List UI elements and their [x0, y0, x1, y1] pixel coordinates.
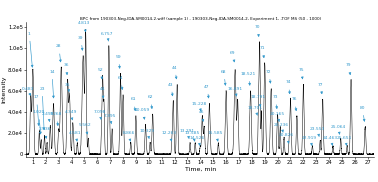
Text: 76: 76	[292, 97, 297, 111]
Text: 73: 73	[273, 95, 278, 108]
Text: 24.463: 24.463	[322, 136, 338, 145]
Text: 25.651: 25.651	[337, 136, 352, 145]
Text: 4.581: 4.581	[69, 131, 81, 141]
Text: 79: 79	[346, 64, 352, 75]
Text: 39: 39	[78, 36, 84, 50]
Text: 23: 23	[39, 87, 45, 130]
Text: 8.866: 8.866	[122, 131, 135, 141]
Text: 61: 61	[131, 97, 136, 111]
Text: 69: 69	[230, 51, 235, 62]
Text: 4.813: 4.813	[78, 21, 90, 32]
Text: 1.020: 1.020	[33, 110, 45, 134]
Text: 64: 64	[118, 76, 124, 89]
Text: 2.499: 2.499	[42, 112, 54, 122]
Text: 52: 52	[98, 68, 104, 79]
Text: 20.165: 20.165	[270, 112, 285, 122]
Text: 7.395: 7.395	[104, 114, 116, 124]
Text: 43: 43	[168, 82, 174, 96]
Text: 44: 44	[99, 87, 105, 98]
Text: 15.585: 15.585	[208, 131, 223, 141]
Text: 36: 36	[64, 64, 69, 75]
Text: 10.059: 10.059	[135, 108, 150, 119]
Y-axis label: Intensity: Intensity	[2, 75, 6, 103]
Text: 17: 17	[34, 95, 40, 125]
Text: 59: 59	[115, 55, 121, 68]
Text: 74: 74	[285, 80, 291, 94]
Text: 13.291: 13.291	[180, 129, 195, 139]
Text: 6.757: 6.757	[101, 32, 114, 41]
Text: 5.562: 5.562	[79, 123, 92, 134]
Text: 20.236: 20.236	[274, 123, 289, 132]
Text: 35: 35	[65, 82, 71, 92]
Text: 77: 77	[318, 82, 323, 94]
Text: 70: 70	[254, 25, 260, 36]
Text: 3.268: 3.268	[50, 112, 62, 126]
Text: 4.349: 4.349	[64, 110, 77, 120]
Text: 47: 47	[204, 85, 210, 98]
Text: 18.521: 18.521	[241, 72, 256, 85]
Text: 22.919: 22.919	[302, 136, 317, 145]
Text: 12.263: 12.263	[162, 131, 177, 141]
Text: 15.228: 15.228	[191, 102, 206, 111]
Text: 0.483: 0.483	[22, 87, 34, 95]
Text: 46: 46	[198, 110, 204, 121]
Text: 13.585: 13.585	[185, 131, 200, 141]
Text: 7.098: 7.098	[93, 110, 106, 120]
Text: 72: 72	[266, 70, 272, 83]
Text: 20.826: 20.826	[279, 133, 294, 143]
Text: 68: 68	[221, 70, 226, 85]
Text: 23.553: 23.553	[310, 127, 325, 136]
Text: 44: 44	[172, 66, 178, 79]
Text: 10.329: 10.329	[140, 129, 155, 139]
Text: 14: 14	[49, 70, 55, 98]
Text: 25.064: 25.064	[330, 125, 345, 134]
Text: 2.536: 2.536	[39, 127, 51, 138]
Text: 18.791: 18.791	[251, 95, 266, 106]
X-axis label: Time, min: Time, min	[185, 166, 216, 171]
Text: 80: 80	[359, 106, 365, 121]
Text: 18.701: 18.701	[248, 106, 263, 115]
Text: 71: 71	[260, 46, 265, 58]
Text: 1: 1	[28, 32, 33, 67]
Title: BPC from 190303-Neg-IDA-SM0014-2.wiff (sample 1) - 190303-Neg-IDA-SM0014-2, Expe: BPC from 190303-Neg-IDA-SM0014-2.wiff (s…	[80, 17, 321, 21]
Text: 14.526: 14.526	[190, 136, 205, 145]
Text: 62: 62	[148, 95, 153, 108]
Text: 16.891: 16.891	[227, 87, 242, 96]
Text: 75: 75	[298, 68, 304, 79]
Text: 28: 28	[56, 44, 62, 62]
